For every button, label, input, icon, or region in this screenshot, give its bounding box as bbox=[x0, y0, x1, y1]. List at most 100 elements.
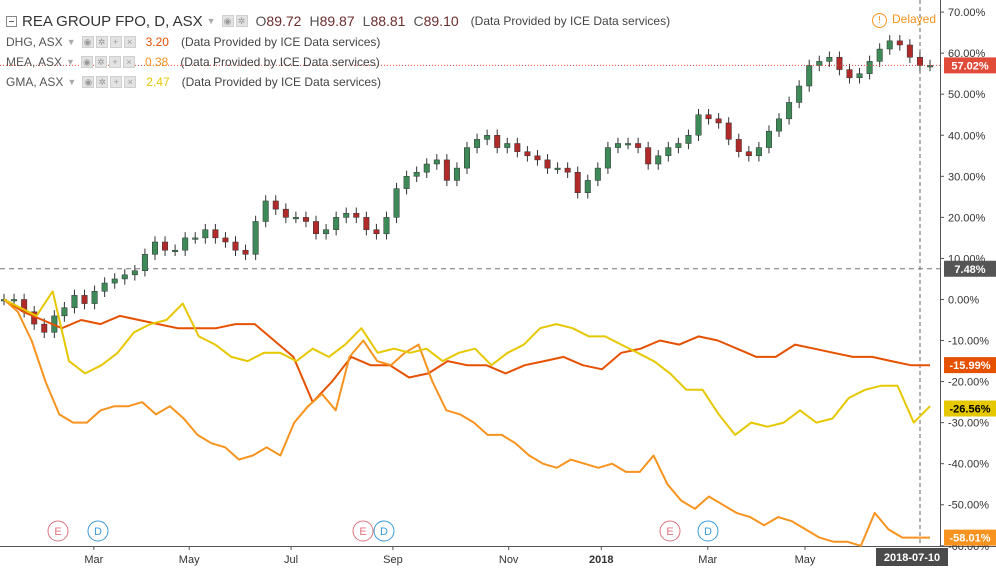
delayed-status[interactable]: ! Delayed bbox=[872, 12, 936, 28]
candle-body bbox=[333, 217, 340, 230]
candle-body bbox=[856, 73, 863, 79]
candle-body bbox=[172, 249, 179, 252]
candle bbox=[373, 223, 380, 240]
candle bbox=[886, 35, 893, 55]
candle-body bbox=[433, 159, 440, 165]
gear-icon[interactable]: ✲ bbox=[235, 15, 248, 27]
candle bbox=[655, 150, 662, 170]
y-tick-label: 20.00% bbox=[948, 212, 986, 224]
candle bbox=[151, 236, 158, 261]
chevron-down-icon[interactable]: ▼ bbox=[66, 37, 76, 47]
candle-body bbox=[232, 241, 239, 251]
symbol-label: MEA, ASX bbox=[6, 55, 63, 69]
last-value-badge: -26.56% bbox=[944, 400, 996, 417]
close-icon[interactable]: × bbox=[123, 36, 136, 48]
y-tick-label: 50.00% bbox=[948, 89, 986, 101]
warning-circle-icon: ! bbox=[872, 13, 887, 28]
eye-icon[interactable]: ◉ bbox=[82, 76, 95, 88]
candle-body bbox=[242, 249, 249, 255]
eye-icon[interactable]: ◉ bbox=[81, 36, 94, 48]
legend: REA GROUP FPO, D, ASX ▼ ◉ ✲ O89.72 H89.8… bbox=[6, 10, 670, 92]
candle-body bbox=[413, 171, 420, 177]
badge-bg bbox=[944, 400, 996, 417]
candle-body bbox=[886, 40, 893, 50]
candle bbox=[755, 141, 762, 162]
gear-icon[interactable]: ✲ bbox=[94, 56, 107, 68]
close-icon[interactable]: × bbox=[124, 76, 137, 88]
candle bbox=[584, 174, 591, 199]
candle-body bbox=[71, 295, 78, 308]
candle bbox=[504, 137, 511, 154]
last-value-badge: 57.02% bbox=[944, 57, 996, 74]
x-tick-label: Mar bbox=[84, 554, 103, 566]
legend-main-row: REA GROUP FPO, D, ASX ▼ ◉ ✲ O89.72 H89.8… bbox=[6, 10, 670, 32]
candle-body bbox=[604, 147, 611, 169]
event-marker[interactable]: E bbox=[659, 520, 681, 542]
candle-body bbox=[313, 221, 320, 235]
event-marker[interactable]: E bbox=[352, 520, 374, 542]
candle-body bbox=[594, 167, 601, 181]
plus-icon[interactable]: + bbox=[108, 56, 121, 68]
badge-bg bbox=[944, 57, 996, 74]
candle bbox=[182, 232, 189, 256]
candle-body bbox=[534, 155, 541, 161]
candle-body bbox=[896, 40, 903, 46]
badge-label: 7.48% bbox=[954, 264, 985, 276]
plus-icon[interactable]: + bbox=[110, 76, 123, 88]
candle bbox=[494, 129, 501, 154]
candle bbox=[61, 301, 68, 322]
event-marker[interactable]: D bbox=[373, 520, 395, 542]
candle bbox=[91, 285, 98, 310]
eye-icon[interactable]: ◉ bbox=[221, 15, 234, 27]
plus-icon[interactable]: + bbox=[109, 36, 122, 48]
event-marker[interactable]: E bbox=[47, 520, 69, 542]
candle bbox=[141, 248, 148, 277]
candle-body bbox=[574, 171, 581, 193]
eye-icon[interactable]: ◉ bbox=[80, 56, 93, 68]
candle bbox=[786, 96, 793, 125]
candle-body bbox=[625, 143, 632, 146]
candle bbox=[313, 215, 320, 240]
symbol-label: DHG, ASX bbox=[6, 35, 63, 49]
candle bbox=[121, 269, 128, 285]
series-gma-asx bbox=[3, 290, 931, 436]
candle-body bbox=[685, 135, 692, 144]
event-circle bbox=[352, 520, 374, 542]
candle-body bbox=[373, 229, 380, 235]
gear-icon[interactable]: ✲ bbox=[96, 76, 109, 88]
candle bbox=[866, 55, 873, 80]
candle bbox=[262, 195, 269, 228]
chevron-down-icon[interactable]: ▼ bbox=[67, 77, 77, 87]
candle bbox=[202, 223, 209, 244]
candle-body bbox=[816, 61, 823, 66]
x-tick-label: Jul bbox=[284, 554, 298, 566]
candle-body bbox=[61, 307, 68, 317]
chevron-down-icon[interactable]: ▼ bbox=[66, 57, 75, 67]
main-symbol-title: REA GROUP FPO, D, ASX bbox=[22, 12, 203, 30]
gear-icon[interactable]: ✲ bbox=[95, 36, 108, 48]
x-tick-label: Sep bbox=[383, 554, 403, 566]
candle bbox=[101, 277, 108, 298]
candle-body bbox=[41, 323, 48, 333]
candle bbox=[554, 162, 561, 174]
x-tick-label: 2018 bbox=[589, 554, 613, 566]
candle bbox=[645, 141, 652, 170]
event-circle bbox=[87, 520, 109, 542]
candle bbox=[534, 150, 541, 166]
candle-body bbox=[494, 135, 501, 148]
data-provider-note: (Data Provided by ICE Data services) bbox=[180, 35, 381, 49]
candle bbox=[876, 43, 883, 68]
collapse-legend-icon[interactable] bbox=[6, 15, 17, 27]
event-marker[interactable]: D bbox=[697, 520, 719, 542]
data-provider-note: (Data Provided by ICE Data services) bbox=[181, 75, 382, 89]
chevron-down-icon[interactable]: ▼ bbox=[206, 16, 216, 26]
candle bbox=[695, 108, 702, 142]
candle bbox=[776, 113, 783, 137]
candle-body bbox=[141, 254, 148, 271]
candle bbox=[212, 223, 219, 244]
event-marker[interactable]: D bbox=[87, 520, 109, 542]
x-tick-label: Nov bbox=[499, 554, 519, 566]
candle-body bbox=[111, 278, 118, 284]
close-icon[interactable]: × bbox=[122, 56, 135, 68]
